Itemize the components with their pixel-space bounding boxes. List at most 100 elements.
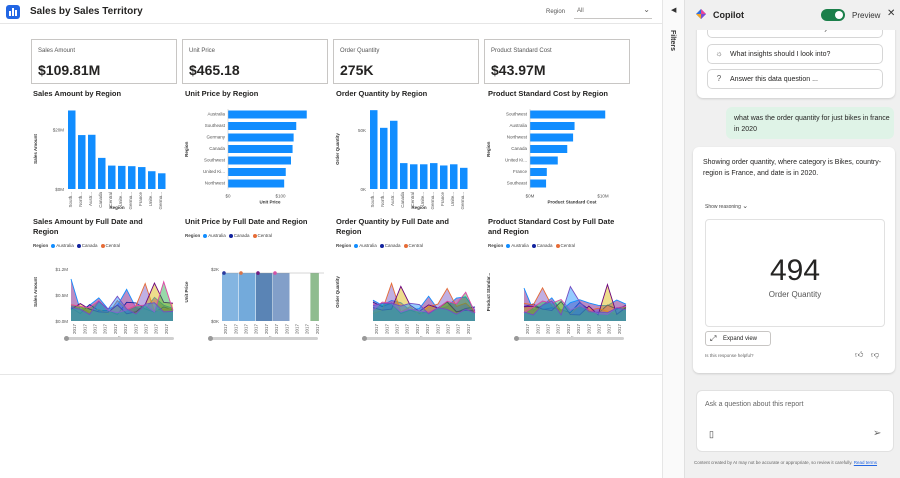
- chart-unit-price-by-date[interactable]: Unit Price $2K $0K 2017 2017 2017 2017 2017 2017…: [182, 241, 328, 343]
- chart-scrollbar[interactable]: [514, 336, 624, 341]
- y-tick-label: Northwest: [507, 135, 528, 140]
- show-reasoning-toggle[interactable]: Show reasoning ⌄: [705, 203, 749, 210]
- x-tick-label: South...: [68, 192, 73, 208]
- series-line: [70, 280, 174, 314]
- chart-title-sales-amount-by-date: Sales Amount by Full Date and Region: [33, 217, 143, 236]
- bar: [460, 167, 468, 189]
- series-area: [373, 292, 475, 321]
- suggestion-insights[interactable]: ☼ What insights should I look into?: [707, 44, 883, 64]
- x-tick-label: 2017: [123, 324, 128, 335]
- report-header: Sales by Sales Territory Region All ⌄: [0, 0, 662, 24]
- y-axis-title: Unit Price: [184, 281, 189, 303]
- bar: [108, 165, 116, 189]
- y-axis-title: Sales Amount: [33, 134, 38, 164]
- legend-sales-amount-by-date: Region Australia Canada Central: [33, 243, 121, 248]
- series-area: [373, 283, 475, 321]
- series-line: [523, 298, 627, 315]
- attach-icon[interactable]: ▯: [709, 429, 714, 439]
- result-card: 494 Order Quantity: [705, 219, 885, 327]
- chart-product-standard-cost-by-region[interactable]: Region Southwest Australia Northwest Canada U…: [484, 101, 630, 211]
- expand-view-button[interactable]: ⤢ Expand view: [705, 331, 771, 346]
- x-tick-label: Germa...: [460, 192, 465, 210]
- suggestion-answer-question[interactable]: ? Answer this data question ...: [707, 69, 883, 89]
- kpi-card-product-standard-cost[interactable]: Product Standard Cost $43.97M: [484, 39, 630, 84]
- x-tick-label: France: [138, 192, 143, 207]
- close-icon[interactable]: ✕: [887, 8, 896, 19]
- copilot-logo-icon: [696, 9, 706, 19]
- x-tick-label: 2017: [284, 324, 289, 335]
- chart-scrollbar[interactable]: [208, 336, 318, 341]
- bar: [530, 110, 606, 119]
- chart-title-order-quantity-by-region: Order Quantity by Region: [336, 89, 428, 98]
- series-area: [373, 302, 475, 321]
- series-line: [372, 285, 476, 313]
- thumbs-down-icon[interactable]: 👎︎: [871, 350, 880, 359]
- thumbs-up-icon[interactable]: 👍︎: [855, 350, 864, 359]
- x-tick-label: 2017: [274, 324, 279, 335]
- bar: [88, 134, 96, 189]
- bar: [450, 164, 458, 189]
- chart-product-standard-cost-by-date[interactable]: Product Standar... 2017 2017 2017 2017 2017 20…: [484, 251, 630, 343]
- x-tick-label: $10M: [597, 194, 609, 199]
- question-icon: ?: [716, 74, 722, 83]
- x-tick-label: 2017: [133, 324, 138, 335]
- y-tick-label: Southeast: [205, 123, 226, 128]
- chart-order-quantity-by-date[interactable]: Order Quantity 2017 2017 2017 2017 2017 2017 20…: [333, 251, 479, 343]
- series-line: [523, 282, 627, 316]
- read-terms-link[interactable]: Read terms: [853, 460, 878, 465]
- kpi-value: $109.81M: [38, 62, 101, 78]
- series-line: [372, 281, 476, 316]
- user-message-text: what was the order quantity for just bik…: [734, 115, 890, 133]
- y-tick-label: Germany: [206, 135, 225, 140]
- chart-title-unit-price-by-date: Unit Price by Full Date and Region: [185, 217, 308, 226]
- x-axis-title: Unit Price: [259, 200, 281, 205]
- x-tick-label: 2017: [617, 324, 622, 335]
- region-filter-dropdown[interactable]: All ⌄: [574, 5, 652, 19]
- region-filter-label: Region: [546, 9, 566, 15]
- user-message-bubble: what was the order quantity for just bik…: [726, 107, 894, 139]
- response-text: Showing order quantity, where category i…: [703, 159, 882, 177]
- bar: [68, 110, 76, 189]
- x-tick-label: 2017: [72, 324, 77, 335]
- kpi-card-sales-amount[interactable]: Sales Amount $109.81M: [31, 39, 177, 84]
- kpi-label: Order Quantity: [340, 48, 380, 54]
- y-tick-label: Australia: [207, 112, 225, 117]
- chart-sales-amount-by-region[interactable]: Sales Amount $20M $0M South... North... Austr…: [31, 101, 177, 211]
- x-tick-label: Unite...: [450, 192, 455, 206]
- chart-order-quantity-by-region[interactable]: Order Quantity 50K 0K South... North... Austr…: [333, 101, 479, 211]
- y-axis-title: Region: [486, 141, 491, 157]
- ai-disclaimer: Content created by AI may not be accurat…: [694, 460, 878, 465]
- kpi-value: $465.18: [189, 62, 240, 78]
- x-tick-label: South...: [370, 192, 375, 208]
- x-tick-label: 2017: [525, 324, 530, 335]
- chart-scrollbar[interactable]: [362, 336, 472, 341]
- kpi-card-order-quantity[interactable]: Order Quantity 275K: [333, 39, 479, 84]
- chart-unit-price-by-region[interactable]: Region Australia Southeast Germany Canada Sou…: [182, 101, 328, 211]
- bar: [228, 110, 307, 119]
- y-axis-title: Order Quantity: [335, 276, 340, 308]
- preview-toggle[interactable]: [821, 9, 845, 21]
- series-bar: [256, 273, 273, 321]
- bar: [228, 179, 285, 188]
- filters-pane-collapsed[interactable]: ◀ Filters: [662, 0, 684, 478]
- ask-question-input[interactable]: Ask a question about this report ▯ ➢: [696, 390, 894, 452]
- send-icon[interactable]: ➢: [873, 428, 882, 439]
- y-axis-title: Product Standar...: [486, 273, 491, 312]
- x-tick-label: Austr...: [88, 192, 93, 206]
- x-tick-label: Canada: [400, 192, 405, 208]
- chevron-left-icon[interactable]: ◀: [671, 7, 677, 14]
- series-bar: [239, 273, 256, 321]
- y-tick-label: 50K: [358, 128, 366, 133]
- x-tick-label: 2017: [93, 324, 98, 335]
- filters-pane-label[interactable]: Filters: [669, 30, 676, 52]
- x-tick-label: 2017: [295, 324, 300, 335]
- preview-label: Preview: [852, 11, 881, 20]
- chart-sales-amount-by-date[interactable]: Sales Amount $1.2M $0.5M $0.0M 2017 2017 2017 2…: [31, 251, 177, 343]
- bar: [118, 165, 126, 189]
- x-axis-title: Region: [411, 205, 427, 210]
- bar: [128, 166, 136, 189]
- kpi-card-unit-price[interactable]: Unit Price $465.18: [182, 39, 328, 84]
- bar: [148, 171, 156, 189]
- x-tick-label: 2017: [597, 324, 602, 335]
- chart-scrollbar[interactable]: [64, 336, 174, 341]
